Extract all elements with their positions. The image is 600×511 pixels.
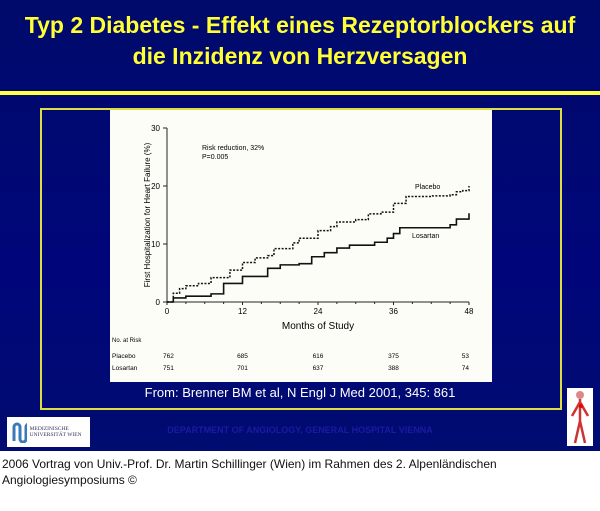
at-risk-label: Losartan <box>112 365 138 372</box>
legend-losartan: Losartan <box>412 233 439 240</box>
x-tick-label: 0 <box>165 307 170 316</box>
annotation-risk: Risk reduction, 32% <box>202 145 264 152</box>
x-tick-label: 24 <box>314 307 323 316</box>
at-risk-value: 751 <box>163 365 174 372</box>
annotation-p: P=0.005 <box>202 154 228 161</box>
at-risk-value: 701 <box>237 365 248 372</box>
at-risk-value: 375 <box>388 353 399 360</box>
x-tick-label: 48 <box>465 307 474 316</box>
at-risk-value: 388 <box>388 365 399 372</box>
y-tick-label: 20 <box>151 182 160 191</box>
university-logo: MEDIZINISCHE UNIVERSITÄT WIEN <box>7 417 90 447</box>
chart-frame <box>40 108 562 410</box>
at-risk-value: 762 <box>163 353 174 360</box>
x-axis-label: Months of Study <box>282 321 354 332</box>
at-risk-header: No. at Risk <box>112 338 142 344</box>
circulatory-system-icon <box>567 388 593 446</box>
y-tick-label: 10 <box>151 240 160 249</box>
legend-placebo: Placebo <box>415 184 440 191</box>
footer-line-2: Angiologiesymposiums © <box>2 473 137 487</box>
at-risk-label: Placebo <box>112 353 136 360</box>
at-risk-value: 637 <box>313 365 324 372</box>
km-chart: 0 10 20 30 0 12 24 36 48 Months of Study First Hos… <box>112 124 474 372</box>
department-text: DEPARTMENT OF ANGIOLOGY, GENERAL HOSPITA… <box>167 425 433 435</box>
footer-credit: 2006 Vortrag von Univ.-Prof. Dr. Martin … <box>2 456 497 488</box>
chart-area: 0 10 20 30 0 12 24 36 48 Months of Study First Hos… <box>110 110 492 382</box>
title-line-1: Typ 2 Diabetes - Effekt eines Rezeptorbl… <box>24 12 576 38</box>
source-citation: From: Brenner BM et al, N Engl J Med 200… <box>144 385 456 400</box>
y-tick-label: 30 <box>151 124 160 133</box>
at-risk-value: 685 <box>237 353 248 360</box>
footer-line-1: 2006 Vortrag von Univ.-Prof. Dr. Martin … <box>2 457 497 471</box>
y-tick-label: 0 <box>156 298 161 307</box>
at-risk-value: 616 <box>313 353 324 360</box>
title-line-2: die Inzidenz von Herzversagen <box>132 43 468 69</box>
logo-mark-icon <box>12 422 27 443</box>
at-risk-value: 53 <box>462 353 470 360</box>
slide: Typ 2 Diabetes - Effekt eines Rezeptorbl… <box>0 0 600 451</box>
title-divider <box>0 91 600 95</box>
x-tick-label: 36 <box>389 307 398 316</box>
slide-title: Typ 2 Diabetes - Effekt eines Rezeptorbl… <box>0 10 600 72</box>
y-axis-label: First Hospitalization for Heart Failure … <box>143 142 152 287</box>
series-losartan <box>167 213 470 303</box>
logo-text: MEDIZINISCHE UNIVERSITÄT WIEN <box>29 426 82 438</box>
x-tick-label: 12 <box>238 307 247 316</box>
at-risk-value: 74 <box>462 365 470 372</box>
series-placebo <box>167 186 470 303</box>
